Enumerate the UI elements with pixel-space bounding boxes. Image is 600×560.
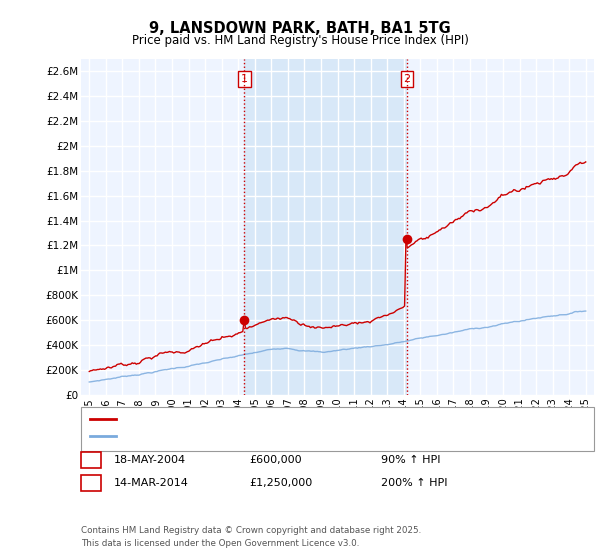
Text: 200% ↑ HPI: 200% ↑ HPI	[381, 478, 448, 488]
Bar	[244, 59, 407, 395]
Text: 18-MAY-2004: 18-MAY-2004	[114, 455, 186, 465]
Text: 14-MAR-2014: 14-MAR-2014	[114, 478, 189, 488]
Text: 2: 2	[88, 476, 95, 489]
Text: £600,000: £600,000	[249, 455, 302, 465]
Text: 9, LANSDOWN PARK, BATH, BA1 5TG: 9, LANSDOWN PARK, BATH, BA1 5TG	[149, 21, 451, 36]
Text: Contains HM Land Registry data © Crown copyright and database right 2025.
This d: Contains HM Land Registry data © Crown c…	[81, 526, 421, 548]
Text: 1: 1	[88, 454, 95, 467]
Text: Price paid vs. HM Land Registry's House Price Index (HPI): Price paid vs. HM Land Registry's House …	[131, 34, 469, 46]
Text: HPI: Average price, detached house, Bath and North East Somerset: HPI: Average price, detached house, Bath…	[120, 431, 472, 441]
Text: 9, LANSDOWN PARK, BATH, BA1 5TG (detached house): 9, LANSDOWN PARK, BATH, BA1 5TG (detache…	[120, 414, 406, 424]
Text: 2: 2	[403, 74, 410, 84]
Text: £1,250,000: £1,250,000	[249, 478, 312, 488]
Text: 1: 1	[241, 74, 248, 84]
Text: 90% ↑ HPI: 90% ↑ HPI	[381, 455, 440, 465]
